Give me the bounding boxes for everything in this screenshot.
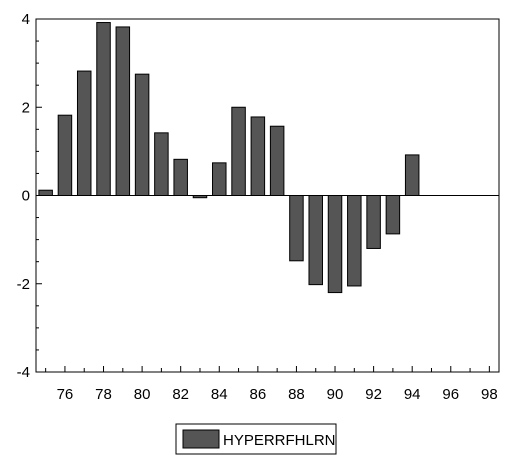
bar-77 xyxy=(76,70,92,196)
bar-86 xyxy=(250,116,266,196)
bar-94 xyxy=(404,154,420,196)
legend: HYPERRFHLRN xyxy=(175,423,337,455)
legend-swatch xyxy=(182,429,220,449)
bar-80 xyxy=(134,73,150,196)
x-tick-label: 82 xyxy=(172,386,189,403)
x-tick-label: 96 xyxy=(442,386,459,403)
y-tick-label: -4 xyxy=(17,364,30,381)
y-tick-label: 2 xyxy=(22,99,30,116)
bar-75 xyxy=(38,189,53,197)
bar-78 xyxy=(96,22,111,197)
bars xyxy=(38,22,420,294)
x-tick-label: 76 xyxy=(57,386,74,403)
bar-90 xyxy=(327,195,343,294)
x-tick-label: 80 xyxy=(134,386,151,403)
y-tick-label: 4 xyxy=(22,11,30,28)
bar-76 xyxy=(57,114,73,196)
x-tick-label: 98 xyxy=(481,386,498,403)
y-tick-label: -2 xyxy=(17,276,30,293)
y-tick-label: 0 xyxy=(22,188,30,205)
x-tick-label: 78 xyxy=(95,386,112,403)
x-tick-label: 86 xyxy=(250,386,267,403)
bar-89 xyxy=(308,195,323,286)
bar-88 xyxy=(289,195,304,262)
x-tick-label: 84 xyxy=(211,386,228,403)
bar-84 xyxy=(212,162,227,197)
bar-79 xyxy=(115,26,131,196)
bar-83 xyxy=(192,195,208,199)
x-tick-label: 94 xyxy=(404,386,421,403)
bar-85 xyxy=(231,106,246,196)
bar-81 xyxy=(154,132,169,196)
bar-93 xyxy=(385,195,401,235)
x-tick-label: 92 xyxy=(365,386,382,403)
y-axis: 4 2 0 -2 -4 xyxy=(17,11,42,381)
bar-92 xyxy=(366,195,381,249)
x-tick-label: 88 xyxy=(288,386,305,403)
x-axis: 76 78 80 82 84 86 88 90 92 94 96 98 xyxy=(45,366,498,403)
bar-91 xyxy=(347,195,362,287)
x-tick-label: 90 xyxy=(327,386,344,403)
legend-label: HYPERRFHLRN xyxy=(223,432,336,449)
bar-87 xyxy=(269,125,285,196)
bar-82 xyxy=(173,158,188,197)
